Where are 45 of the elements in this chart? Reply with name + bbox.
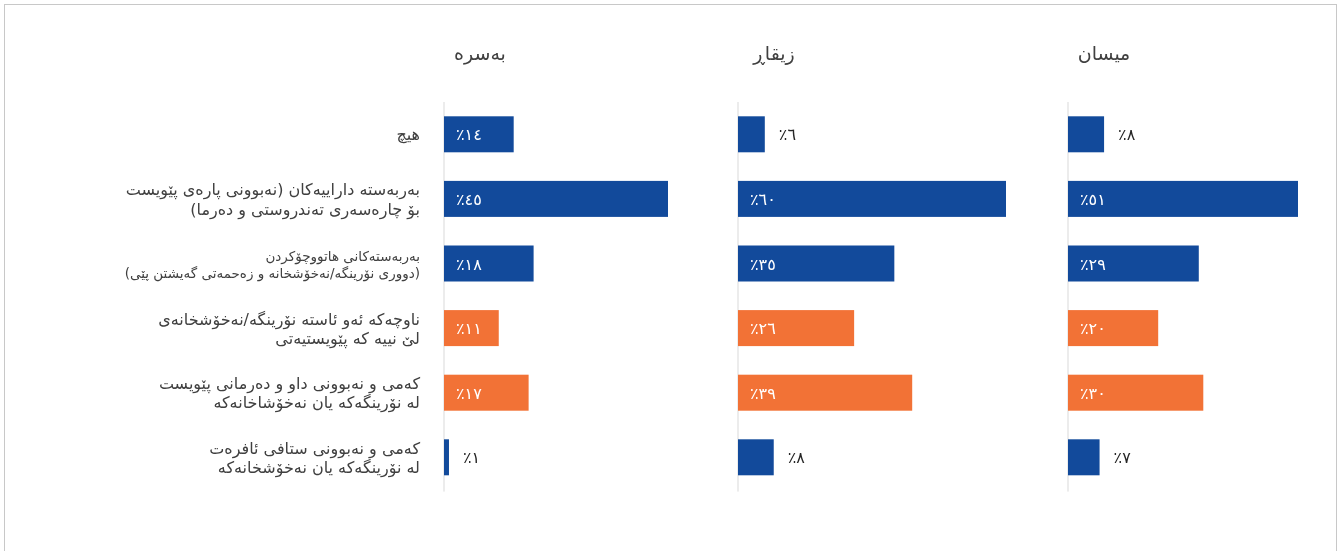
bar bbox=[444, 374, 529, 411]
bar bbox=[738, 310, 855, 347]
data-label: ٪١٨ bbox=[456, 254, 483, 274]
data-label: ٪٦ bbox=[778, 125, 796, 145]
y-tick-label: بەربەستەکانی هاتووچۆکردن (دووری نۆرینگە/نەخۆشخانە و زەحمەتی گەیشتن پێی) bbox=[124, 248, 420, 282]
bar bbox=[738, 245, 895, 282]
data-label: ٪٢٩ bbox=[1080, 254, 1106, 274]
bar bbox=[1068, 439, 1100, 476]
data-label: ٪٣٥ bbox=[750, 254, 776, 274]
bar bbox=[1068, 116, 1105, 153]
data-label: ٪٣٠ bbox=[1080, 383, 1106, 403]
data-label: ٪١١ bbox=[456, 319, 482, 339]
bar bbox=[444, 116, 514, 153]
chart-title: میسان bbox=[1077, 42, 1131, 64]
data-label: ٪٢٦ bbox=[750, 319, 776, 339]
bar bbox=[738, 439, 774, 476]
chart-title: زیقاڕ bbox=[752, 42, 795, 65]
data-label: ٪٨ bbox=[787, 448, 806, 468]
y-tick-label: بەربەستە داراییەکان (نەبوونی پارەی پێویست بۆ چارەسەری تەندروستی و دەرما) bbox=[125, 180, 420, 220]
y-tick-label: کەمی و نەبوونی داو و دەرمانی پێویست لە نۆرینگەکە یان نەخۆشاخانەکە bbox=[158, 374, 421, 414]
data-label: ٪٨ bbox=[1118, 125, 1136, 145]
data-label: ٪١٧ bbox=[456, 383, 483, 403]
bar bbox=[444, 439, 449, 476]
data-label: ٪١ bbox=[462, 448, 481, 468]
bar bbox=[738, 374, 913, 411]
bar bbox=[738, 116, 765, 153]
bar bbox=[1068, 374, 1204, 411]
bar bbox=[738, 180, 1006, 217]
bar bbox=[1068, 180, 1298, 217]
data-label: ٪٥١ bbox=[1080, 189, 1106, 209]
data-label: ٪٢٠ bbox=[1080, 319, 1106, 339]
data-label: ٪٤٥ bbox=[456, 189, 482, 209]
bar bbox=[1068, 245, 1199, 282]
chart-title: بەسرە bbox=[454, 42, 506, 65]
data-label: ٪٧ bbox=[1113, 448, 1132, 468]
y-tick-label: ناوچەکە ئەو ئاستە نۆرینگە/نەخۆشخانەی لێ نییە کە پێویستیەتی bbox=[158, 309, 420, 349]
y-tick-label: کەمی و نەبوونی ستافی ئافرەت لە نۆرینگەکە یان نەخۆشخانەکە bbox=[209, 438, 421, 478]
bar bbox=[444, 245, 534, 282]
data-label: ٪٦٠ bbox=[750, 189, 776, 209]
data-label: ٪١٤ bbox=[456, 125, 482, 145]
bar bbox=[444, 180, 668, 217]
bar bbox=[444, 310, 499, 347]
y-tick-label: هیچ bbox=[396, 125, 420, 145]
bar bbox=[1068, 310, 1159, 347]
data-label: ٪٣٩ bbox=[750, 383, 776, 403]
